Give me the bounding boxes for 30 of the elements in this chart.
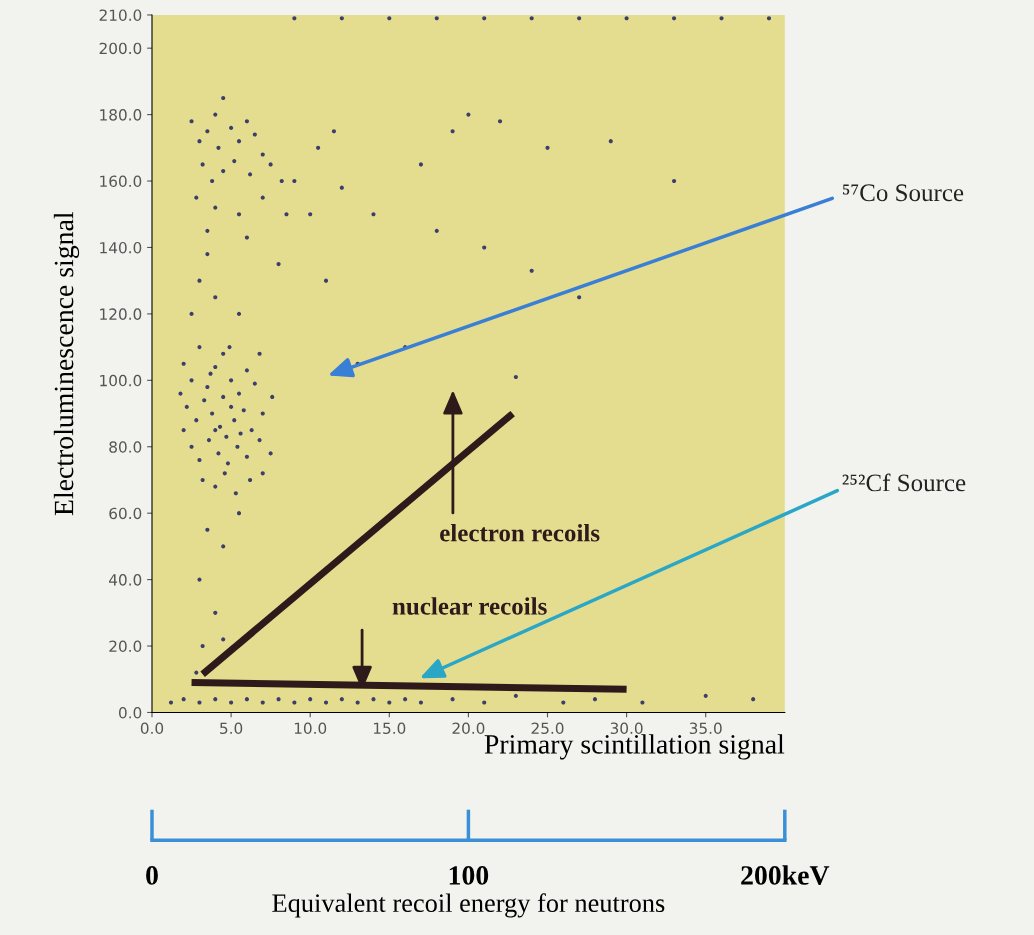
y-tick-label: 60.0	[109, 507, 142, 520]
x-tick-label: 20.0	[452, 722, 485, 735]
text: ⁵⁷Co Source	[842, 184, 964, 202]
y-tick-label: 180.0	[100, 109, 142, 121]
y-tick-label: 210.0	[99, 9, 142, 21]
y-axis-title: Electroluminescence signal	[53, 211, 80, 516]
x2-tick-label: 200keV	[741, 865, 830, 885]
y-tick-label: 140.0	[100, 241, 142, 254]
x-tick-label: 30.0	[610, 722, 643, 735]
x-tick-label: 25.0	[531, 722, 564, 735]
y-tick-label: 100.0	[100, 374, 142, 387]
x-tick-label: 0.0	[140, 722, 164, 735]
x-tick-label: 15.0	[373, 722, 406, 735]
annotation: electron recoils	[440, 523, 600, 542]
x-tick-label: 35.0	[689, 722, 722, 735]
x2-axis-title: Equivalent recoil energy for neutrons	[272, 893, 665, 918]
y-tick-label: 20.0	[109, 640, 142, 653]
y-tick-label: 160.0	[100, 175, 142, 188]
y-tick-label: 40.0	[109, 574, 142, 586]
x2-tick-label: 100	[449, 866, 489, 885]
x2-tick-label: 0	[146, 866, 158, 885]
y-tick-label: 0.0	[118, 706, 142, 719]
y-tick-label: 120.0	[100, 308, 142, 320]
x-tick-label: 10.0	[294, 722, 327, 735]
text: ²⁵²Cf Source	[842, 473, 966, 492]
y-tick-label: 80.0	[109, 441, 142, 453]
y-tick-label: 200.0	[99, 42, 142, 55]
x-axis-title: Primary scintillation signal	[484, 734, 785, 760]
annotation: nuclear recoils	[392, 597, 547, 615]
x-tick-label: 5.0	[220, 722, 243, 735]
